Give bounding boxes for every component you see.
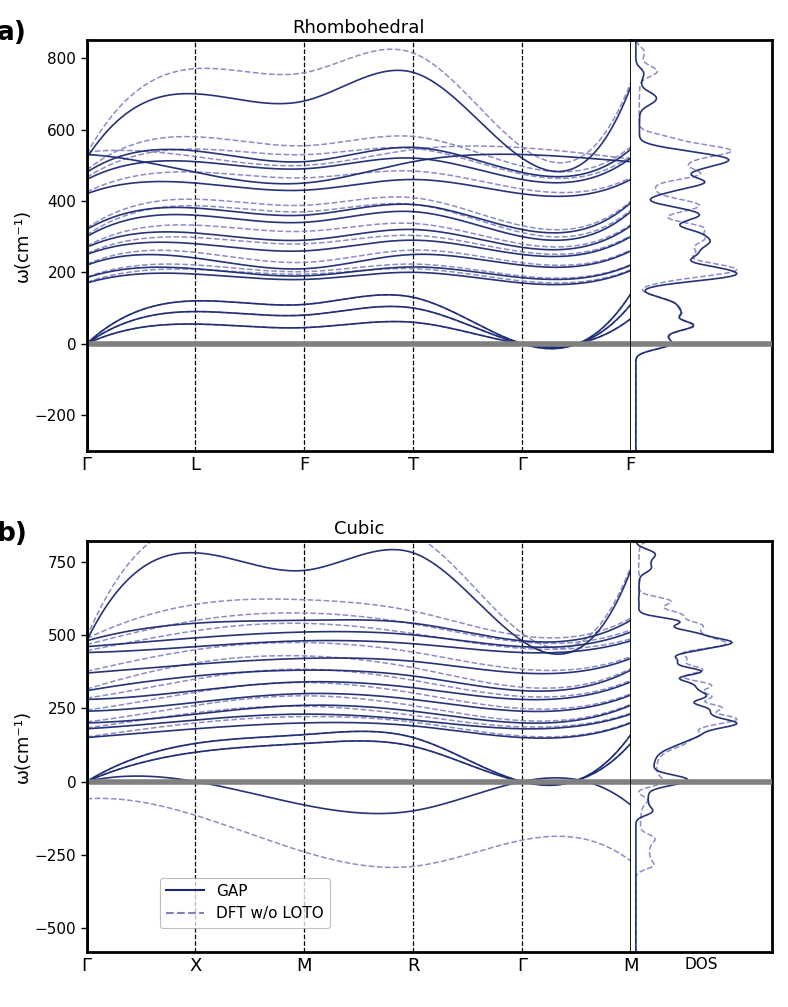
Y-axis label: ω(cm⁻¹): ω(cm⁻¹) (14, 209, 32, 282)
Title: Cubic: Cubic (333, 521, 384, 538)
Title: Rhombohedral: Rhombohedral (292, 19, 425, 37)
X-axis label: DOS: DOS (685, 958, 718, 972)
Text: b): b) (0, 521, 28, 547)
Y-axis label: ω(cm⁻¹): ω(cm⁻¹) (14, 710, 32, 782)
Legend: GAP, DFT w/o LOTO: GAP, DFT w/o LOTO (160, 878, 330, 927)
Text: a): a) (0, 20, 27, 45)
